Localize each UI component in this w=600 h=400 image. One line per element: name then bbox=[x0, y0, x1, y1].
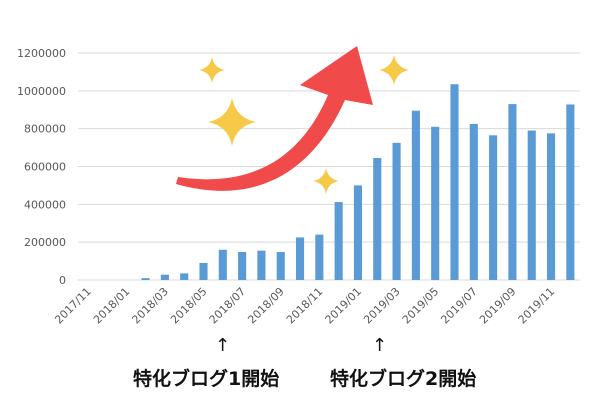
bar bbox=[469, 123, 478, 280]
y-tick-label: 600000 bbox=[24, 161, 66, 174]
bar bbox=[450, 84, 459, 281]
bars bbox=[141, 84, 575, 281]
y-tick-label: 800000 bbox=[24, 123, 66, 136]
x-tick-label: 2019/11 bbox=[516, 285, 558, 327]
bar bbox=[199, 262, 208, 280]
bar bbox=[238, 252, 247, 280]
annotation-1-marker: ↑ bbox=[215, 335, 231, 356]
bar bbox=[527, 130, 536, 280]
x-tick-label: 2019/01 bbox=[323, 285, 365, 327]
bar bbox=[489, 135, 498, 280]
sparkles bbox=[199, 55, 409, 194]
bar bbox=[546, 133, 556, 280]
bar bbox=[508, 104, 517, 280]
sparkle-icon bbox=[208, 98, 256, 146]
y-tick-label: 400000 bbox=[24, 198, 66, 211]
bar bbox=[353, 185, 363, 280]
annotation-2-label: 特化ブログ2開始 bbox=[330, 368, 477, 390]
y-tick-label: 1000000 bbox=[17, 85, 66, 98]
bar bbox=[276, 252, 285, 280]
growth-arrow-body bbox=[176, 46, 373, 191]
x-tick-label: 2019/03 bbox=[361, 285, 403, 327]
bar bbox=[431, 126, 440, 281]
y-tick-label: 200000 bbox=[24, 236, 66, 249]
y-axis-ticks: 0 200000 400000 600000 800000 1000000 1200000 bbox=[17, 47, 66, 287]
annotation-1-label: 特化ブログ1開始 bbox=[133, 368, 280, 390]
x-tick-label: 2019/07 bbox=[438, 285, 480, 327]
bar bbox=[257, 250, 266, 280]
x-tick-label: 2018/11 bbox=[284, 285, 326, 327]
bar bbox=[392, 142, 401, 280]
x-tick-label: 2019/05 bbox=[400, 285, 442, 327]
x-tick-label: 2018/03 bbox=[129, 285, 171, 327]
bar bbox=[141, 278, 150, 280]
sparkle-icon bbox=[379, 55, 409, 85]
y-tick-label: 1200000 bbox=[17, 47, 66, 60]
bar bbox=[334, 202, 343, 280]
y-tick-label: 0 bbox=[59, 274, 66, 287]
bar bbox=[411, 110, 420, 280]
x-tick-label: 2018/01 bbox=[91, 285, 133, 327]
bar bbox=[180, 273, 189, 280]
bar bbox=[373, 157, 382, 280]
growth-arrow bbox=[176, 46, 373, 191]
sparkle-icon bbox=[199, 57, 225, 83]
x-tick-label: 2019/09 bbox=[477, 285, 519, 327]
bar bbox=[218, 249, 227, 280]
bar bbox=[160, 274, 169, 280]
x-tick-label: 2018/05 bbox=[168, 285, 210, 327]
sparkle-icon bbox=[313, 168, 339, 194]
bar bbox=[566, 104, 575, 280]
x-axis-ticks: 2017/112018/012018/032018/052018/072018/… bbox=[52, 285, 557, 327]
x-tick-label: 2018/07 bbox=[207, 285, 249, 327]
x-tick-label: 2017/11 bbox=[52, 285, 94, 327]
bar bbox=[295, 237, 305, 280]
x-tick-label: 2018/09 bbox=[245, 285, 287, 327]
annotation-2-marker: ↑ bbox=[372, 335, 388, 356]
bar bbox=[315, 234, 324, 280]
